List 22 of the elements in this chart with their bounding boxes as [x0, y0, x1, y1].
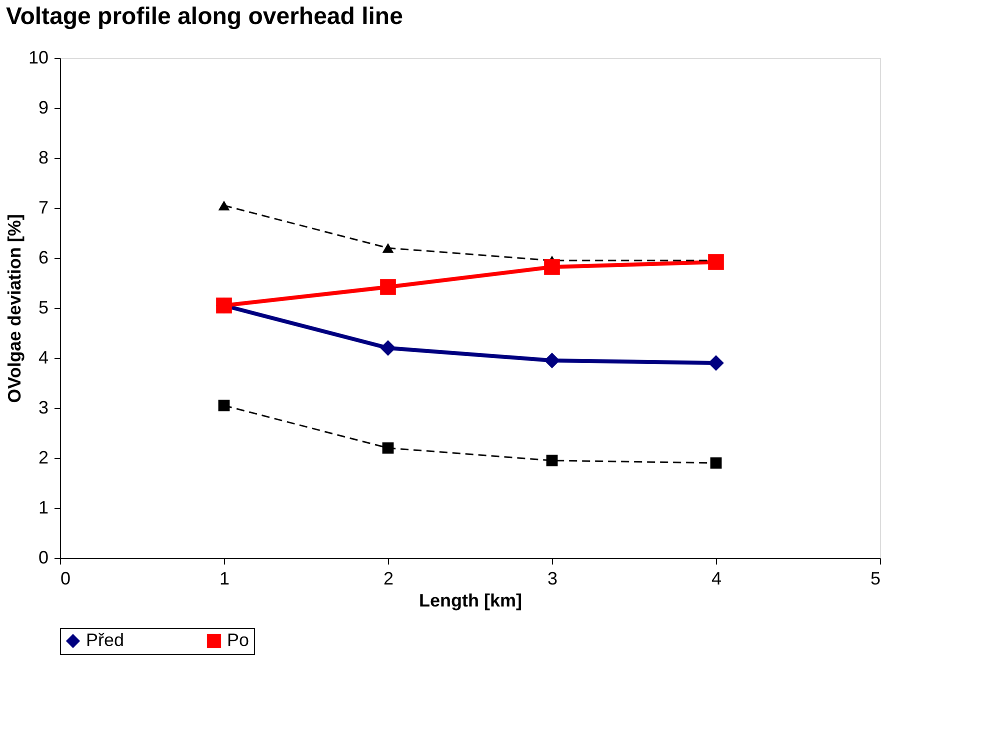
y-tick-label: 3	[38, 398, 48, 418]
legend-label: Před	[86, 630, 124, 650]
x-tick-label: 0	[60, 568, 71, 588]
y-tick-label: 5	[38, 298, 48, 318]
y-tick-label: 10	[28, 48, 48, 68]
y-tick-label: 9	[38, 98, 48, 118]
x-tick-label: 5	[870, 568, 880, 588]
x-axis-title: Length [km]	[419, 590, 522, 610]
x-tick-label: 1	[219, 568, 230, 588]
x-tick-label: 4	[711, 568, 722, 588]
y-tick-label: 8	[38, 148, 48, 168]
y-tick-label: 6	[38, 248, 48, 268]
x-tick-label: 3	[547, 568, 558, 588]
y-tick-label: 7	[38, 198, 48, 218]
chart-title: Voltage profile along overhead line	[6, 3, 403, 30]
y-tick-label: 0	[38, 548, 48, 568]
x-tick-label: 2	[383, 568, 394, 588]
y-tick-label: 4	[38, 348, 48, 368]
y-tick-label: 2	[38, 448, 48, 468]
y-axis-title: OVolgae deviation [%]	[4, 214, 24, 403]
y-tick-label: 1	[38, 498, 48, 518]
legend-label: Po	[227, 630, 250, 650]
